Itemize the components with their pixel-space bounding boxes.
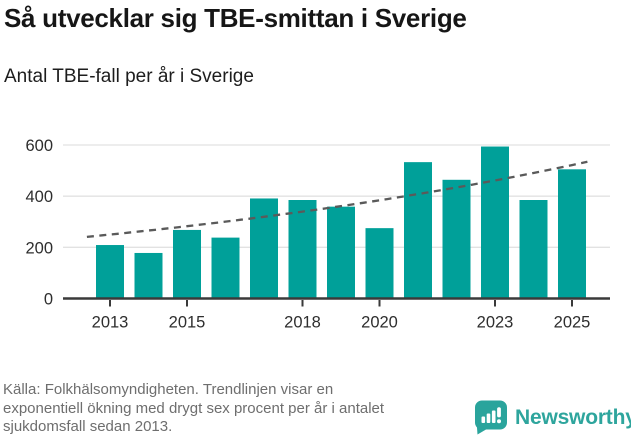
bar-2015 — [173, 229, 201, 299]
bar-2013 — [96, 245, 124, 299]
x-tick-label: 2025 — [554, 314, 591, 332]
bar-2023 — [481, 146, 509, 299]
bar-2017 — [250, 198, 278, 299]
source-note-line: Källa: Folkhälsomyndigheten. Trendlinjen… — [3, 381, 334, 398]
chart-subtitle: Antal TBE-fall per år i Sverige — [4, 66, 254, 87]
bar-chart-svg: 2013 2015 2018 2020 2023 2025 0 200 400 600 — [25, 137, 610, 332]
bar-2025 — [558, 169, 586, 299]
bar-chart: 2013 2015 2018 2020 2023 2025 0 200 400 600 — [0, 120, 631, 345]
source-note-line: sjukdomsfall sedan 2013. — [3, 418, 173, 435]
x-tick-label: 2015 — [169, 314, 206, 332]
newsworthy-logo-icon — [475, 400, 507, 435]
newsworthy-logo-text: Newsworthy — [515, 405, 631, 429]
page-title: Så utvecklar sig TBE-smittan i Sverige — [4, 3, 467, 33]
x-tick-label: 2018 — [284, 314, 321, 332]
bar-2020 — [365, 228, 394, 299]
source-note-line: exponentiell ökning med drygt sex procen… — [3, 399, 385, 417]
bar-2016 — [211, 237, 240, 299]
bar-2018 — [288, 200, 317, 299]
bar-2019 — [327, 206, 355, 299]
y-tick-label: 400 — [25, 188, 53, 206]
x-tick-label: 2013 — [92, 314, 129, 332]
y-tick-label: 200 — [25, 239, 53, 257]
source-note: Källa: Folkhälsomyndigheten. Trendlinjen… — [3, 381, 469, 437]
bar-2014 — [134, 252, 163, 299]
newsworthy-logo[interactable]: Newsworthy — [473, 399, 631, 436]
bar-2021 — [404, 162, 432, 299]
bar-2024 — [519, 200, 548, 299]
y-tick-label: 0 — [44, 291, 53, 309]
y-tick-label: 600 — [25, 137, 53, 155]
x-tick-label: 2020 — [361, 314, 398, 332]
bar-2022 — [442, 179, 471, 299]
trendline — [86, 160, 588, 239]
x-tick-label: 2023 — [477, 314, 514, 332]
